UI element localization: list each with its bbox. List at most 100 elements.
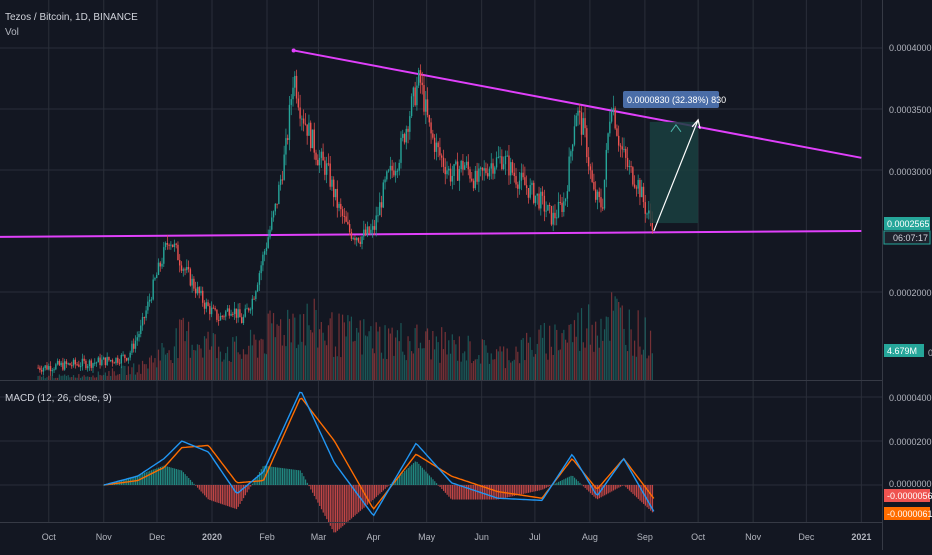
- volume-bar: [377, 331, 379, 380]
- volume-bar: [315, 309, 317, 380]
- volume-bar: [641, 354, 643, 380]
- macd-histogram-bar: [632, 485, 634, 494]
- volume-bar: [154, 358, 156, 380]
- candle-body: [432, 133, 434, 138]
- candle-body: [109, 360, 112, 362]
- volume-bar: [607, 317, 609, 380]
- chart-title[interactable]: Tezos / Bitcoin, 1D, BINANCE: [5, 12, 138, 23]
- candle-body: [490, 163, 492, 169]
- volume-bar: [543, 322, 545, 380]
- macd-histogram-bar: [296, 469, 298, 485]
- macd-histogram-bar: [269, 466, 271, 485]
- volume-bar: [587, 304, 590, 380]
- volume-bar: [462, 353, 464, 380]
- macd-histogram-bar: [235, 485, 238, 510]
- candle-body: [403, 134, 406, 143]
- time-axis[interactable]: Oct Nov Dec 2020 Feb Mar Apr May Jun Jul Aug Sep Oct…: [42, 532, 872, 542]
- candle-body: [39, 367, 41, 371]
- candle-body: [492, 163, 494, 174]
- macd-histogram-bar: [181, 470, 183, 485]
- macd-histogram-bar: [317, 485, 319, 503]
- volume-bar: [304, 345, 306, 380]
- macd-histogram-bar: [584, 485, 586, 489]
- candle-body: [368, 226, 370, 234]
- macd-histogram-bar: [285, 468, 287, 485]
- projection-tool[interactable]: [649, 118, 701, 232]
- macd-histogram-bar: [409, 466, 411, 485]
- volume-legend[interactable]: Vol: [5, 27, 19, 38]
- candle-body: [290, 99, 292, 105]
- volume-bar: [92, 375, 94, 380]
- time-tick: Dec: [798, 532, 815, 542]
- volume-bar: [570, 324, 572, 380]
- candle-body: [58, 360, 61, 366]
- volume-bar: [136, 372, 138, 380]
- volume-bar: [472, 361, 475, 380]
- volume-bar: [449, 353, 452, 380]
- macd-histogram-bar: [221, 485, 223, 505]
- macd-histogram-bar: [379, 485, 381, 494]
- macd-histogram-bar: [428, 475, 431, 485]
- candle-body: [138, 333, 140, 338]
- macd-histogram-bar: [184, 474, 186, 485]
- candle-body: [242, 316, 245, 324]
- volume-bar: [478, 355, 480, 380]
- candle-body: [648, 210, 650, 214]
- candle-body: [632, 167, 634, 185]
- macd-histogram-bar: [386, 485, 388, 488]
- volume-bar: [78, 374, 80, 380]
- candle-body: [589, 166, 592, 171]
- candle-body: [106, 356, 108, 366]
- volume-bar: [517, 351, 519, 380]
- volume-bar: [187, 321, 190, 380]
- candle-body: [379, 202, 381, 216]
- volume-bar: [214, 334, 216, 380]
- countdown-label: 06:07:17: [893, 233, 928, 243]
- candle-body: [575, 115, 577, 127]
- volume-bar: [395, 337, 397, 380]
- volume-bar: [577, 312, 579, 380]
- volume-bar: [166, 353, 168, 380]
- volume-bar: [322, 332, 324, 380]
- candle-body: [472, 180, 475, 189]
- candle-body: [453, 164, 455, 176]
- volume-bar: [156, 367, 158, 380]
- macd-histogram-bar: [646, 485, 648, 508]
- volume-bar: [318, 329, 321, 380]
- histogram-label: -0.0000056: [887, 491, 932, 501]
- trendlines[interactable]: [0, 48, 862, 238]
- candle-body: [122, 354, 124, 356]
- candle-body: [340, 203, 342, 210]
- macd-axis[interactable]: 0.0000400 0.0000200 0.0000000: [889, 393, 932, 489]
- macd-histogram-bar: [421, 467, 423, 485]
- volume-bar: [225, 353, 227, 380]
- candle-body: [396, 170, 399, 172]
- candle-body: [639, 179, 641, 198]
- candle-body: [440, 155, 443, 158]
- candle-body: [557, 201, 560, 218]
- candle-body: [458, 169, 461, 181]
- volume-bar: [527, 342, 530, 380]
- price-axis[interactable]: 0.0004000 0.0003500 0.0003000 0.0002000 …: [889, 43, 932, 358]
- volume-bar: [545, 353, 547, 380]
- candle-body: [561, 202, 563, 212]
- volume-bar: [584, 347, 586, 380]
- volume-bar: [635, 356, 637, 380]
- candle-body: [577, 110, 579, 116]
- candle-body: [573, 126, 576, 145]
- candle-body: [207, 302, 209, 306]
- volume-bar: [430, 359, 432, 380]
- macd-histogram-bar: [166, 466, 169, 485]
- volume-bar: [113, 371, 115, 380]
- volume-bar: [71, 377, 73, 380]
- volume-bar: [534, 354, 537, 380]
- macd-histogram-bar: [267, 466, 269, 485]
- macd-legend[interactable]: MACD (12, 26, close, 9): [5, 393, 112, 404]
- candle-body: [42, 368, 45, 372]
- macd-histogram-bar: [366, 485, 369, 505]
- candle-body: [255, 291, 257, 300]
- volume-bar: [649, 330, 652, 380]
- candle-body: [571, 144, 574, 152]
